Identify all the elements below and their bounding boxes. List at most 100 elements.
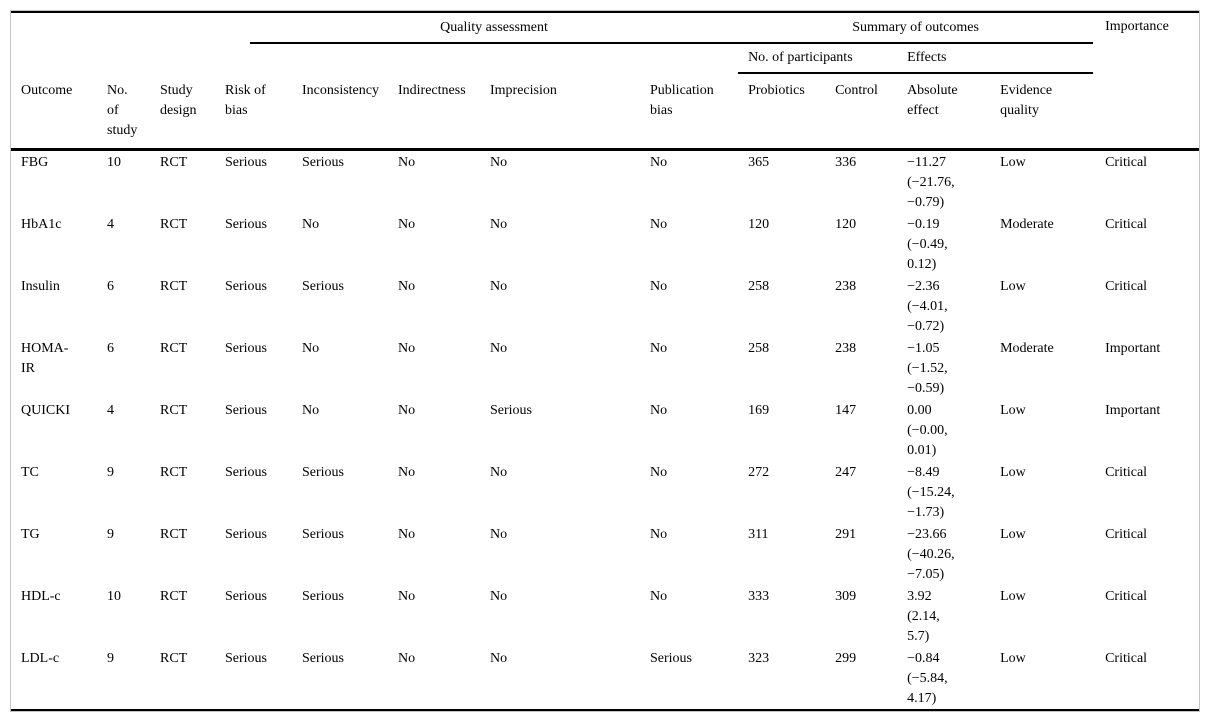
quality-assessment-label: Quality assessment (250, 13, 739, 44)
cell-study-design: RCT (160, 340, 188, 356)
cell-risk-of-bias: Serious (225, 402, 267, 418)
cell-indirectness: No (398, 154, 416, 170)
cell-absolute-effect: −1.05 (−1.52, −0.59) (907, 340, 948, 396)
cell-importance: Critical (1105, 588, 1148, 604)
cell-imprecision: Serious (490, 402, 532, 418)
column-header-indirectness: Indirectness (388, 74, 480, 151)
cell-control: 299 (835, 650, 857, 666)
cell-indirectness: No (398, 402, 416, 418)
cell-publication-bias: No (650, 588, 668, 604)
column-header-risk-of-bias: Risk of bias (215, 74, 292, 151)
table-row: Insulin 6 RCT Serious Serious No No No 2… (11, 275, 1199, 337)
cell-inconsistency: Serious (302, 464, 344, 480)
cell-study-design: RCT (160, 588, 188, 604)
cell-control: 147 (835, 402, 857, 418)
column-header-absolute-effect: Absolute effect (897, 74, 991, 151)
cell-publication-bias: No (650, 526, 668, 542)
cell-outcome: TC (21, 464, 39, 480)
column-header-probiotics: Probiotics (738, 74, 826, 151)
cell-risk-of-bias: Serious (225, 588, 267, 604)
no-of-participants-label: No. of participants (738, 44, 898, 74)
cell-no-of-study: 4 (107, 216, 114, 232)
cell-importance: Critical (1105, 526, 1148, 542)
cell-absolute-effect: −0.19 (−0.49, 0.12) (907, 216, 948, 272)
cell-no-of-study: 6 (107, 278, 114, 294)
cell-probiotics: 323 (748, 650, 770, 666)
table-row: LDL-c 9 RCT Serious Serious No No Seriou… (11, 647, 1199, 710)
cell-no-of-study: 6 (107, 340, 114, 356)
cell-inconsistency: Serious (302, 154, 344, 170)
cell-study-design: RCT (160, 526, 188, 542)
cell-no-of-study: 9 (107, 464, 114, 480)
cell-absolute-effect: −0.84 (−5.84, 4.17) (907, 650, 948, 706)
cell-imprecision: No (490, 650, 508, 666)
cell-control: 247 (835, 464, 857, 480)
cell-absolute-effect: −11.27 (−21.76, −0.79) (907, 154, 955, 210)
cell-indirectness: No (398, 216, 416, 232)
cell-outcome: TG (21, 526, 40, 542)
column-header-outcome: Outcome (11, 74, 97, 151)
subgroup-header-row: No. of participants Effects (11, 44, 1199, 74)
cell-indirectness: No (398, 464, 416, 480)
cell-probiotics: 120 (748, 216, 770, 232)
cell-imprecision: No (490, 340, 508, 356)
cell-study-design: RCT (160, 278, 188, 294)
group-header-effects: Effects (897, 44, 1095, 74)
cell-outcome: HOMA- IR (21, 340, 69, 376)
column-header-row: Outcome No. of study Study design Risk o… (11, 74, 1199, 151)
table-row: FBG 10 RCT Serious Serious No No No 365 … (11, 149, 1199, 213)
cell-outcome: FBG (21, 154, 49, 170)
evidence-table-figure: Quality assessment Summary of outcomes I… (10, 10, 1200, 712)
cell-study-design: RCT (160, 650, 188, 666)
cell-imprecision: No (490, 464, 508, 480)
cell-imprecision: No (490, 216, 508, 232)
column-header-no-of-study: No. of study (97, 74, 150, 151)
cell-risk-of-bias: Serious (225, 154, 267, 170)
cell-study-design: RCT (160, 464, 188, 480)
cell-study-design: RCT (160, 216, 188, 232)
cell-publication-bias: No (650, 340, 668, 356)
table-row: TG 9 RCT Serious Serious No No No 311 29… (11, 523, 1199, 585)
cell-evidence-quality: Low (1000, 402, 1026, 418)
cell-risk-of-bias: Serious (225, 340, 267, 356)
summary-of-outcomes-label: Summary of outcomes (738, 13, 1094, 44)
cell-absolute-effect: −2.36 (−4.01, −0.72) (907, 278, 948, 334)
cell-importance: Critical (1105, 278, 1148, 294)
table-row: HbA1c 4 RCT Serious No No No No 120 120 … (11, 213, 1199, 275)
cell-absolute-effect: −23.66 (−40.26, −7.05) (907, 526, 955, 582)
column-header-inconsistency: Inconsistency (292, 74, 388, 151)
cell-probiotics: 333 (748, 588, 770, 604)
cell-outcome: QUICKI (21, 402, 70, 418)
cell-publication-bias: No (650, 216, 668, 232)
cell-publication-bias: No (650, 402, 668, 418)
column-header-evidence-quality: Evidence quality (990, 74, 1096, 151)
table-row: HDL-c 10 RCT Serious Serious No No No 33… (11, 585, 1199, 647)
cell-absolute-effect: 0.00 (−0.00, 0.01) (907, 402, 948, 458)
group-header-summary-of-outcomes: Summary of outcomes (738, 12, 1095, 44)
cell-importance: Critical (1105, 650, 1148, 666)
group-header-quality-assessment: Quality assessment (215, 12, 739, 44)
cell-evidence-quality: Low (1000, 154, 1026, 170)
cell-risk-of-bias: Serious (225, 464, 267, 480)
cell-no-of-study: 10 (107, 588, 121, 604)
cell-probiotics: 311 (748, 526, 769, 542)
blank-cell (215, 44, 738, 74)
cell-indirectness: No (398, 526, 416, 542)
cell-publication-bias: No (650, 278, 668, 294)
column-header-study-design: Study design (150, 74, 215, 151)
cell-control: 336 (835, 154, 857, 170)
cell-control: 309 (835, 588, 857, 604)
cell-evidence-quality: Moderate (1000, 340, 1054, 356)
cell-inconsistency: No (302, 216, 320, 232)
cell-indirectness: No (398, 650, 416, 666)
cell-indirectness: No (398, 588, 416, 604)
cell-indirectness: No (398, 278, 416, 294)
cell-control: 120 (835, 216, 857, 232)
cell-no-of-study: 10 (107, 154, 121, 170)
cell-inconsistency: Serious (302, 526, 344, 542)
cell-importance: Important (1105, 402, 1161, 418)
cell-imprecision: No (490, 154, 508, 170)
cell-evidence-quality: Low (1000, 464, 1026, 480)
grade-evidence-table: Quality assessment Summary of outcomes I… (11, 11, 1200, 711)
cell-probiotics: 272 (748, 464, 770, 480)
